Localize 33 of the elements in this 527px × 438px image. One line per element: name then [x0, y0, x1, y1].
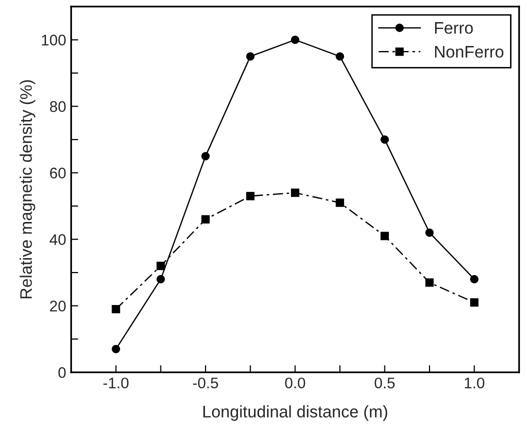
point	[246, 192, 254, 200]
y-tick-label: 40	[50, 234, 66, 245]
point	[246, 52, 254, 61]
y-tick-label: 20	[50, 300, 66, 312]
x-tick-label: 0.0	[285, 378, 306, 388]
point	[112, 344, 120, 354]
point	[290, 36, 300, 44]
x-axis-title: Longitudinal distance (m)	[203, 405, 388, 421]
point	[425, 228, 434, 237]
legend-label: NonFerro	[435, 46, 504, 58]
point	[470, 298, 478, 307]
x-tick-label: 0.5	[374, 378, 395, 388]
x-tick-label: 1.0	[464, 378, 484, 388]
point	[380, 232, 389, 240]
point	[290, 188, 300, 197]
point	[201, 152, 210, 160]
y-axis-title: Relative magnetic density (%)	[20, 80, 36, 298]
y-tick-label: 80	[50, 101, 66, 112]
y-tick-label: 60	[50, 168, 66, 178]
point	[425, 278, 434, 287]
point	[470, 275, 478, 284]
point	[336, 52, 344, 61]
x-tick-label: -1.0	[103, 378, 129, 388]
point	[380, 135, 389, 144]
point	[336, 198, 344, 207]
point	[201, 215, 210, 224]
point	[112, 304, 120, 314]
y-tick-label: 100	[42, 34, 66, 46]
point	[156, 275, 165, 284]
legend-label: Ferro	[435, 22, 473, 34]
point	[156, 262, 165, 270]
x-tick-label: -0.5	[193, 378, 218, 388]
y-tick-label: 0	[58, 367, 66, 378]
